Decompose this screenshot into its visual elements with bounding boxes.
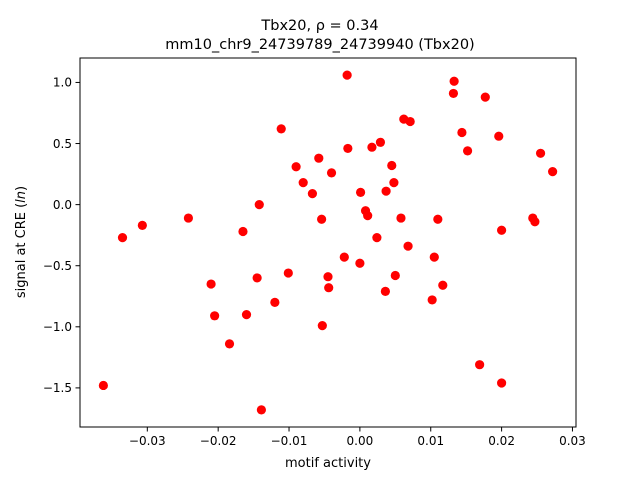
data-point: [241, 309, 252, 320]
data-point: [389, 178, 399, 188]
data-point: [433, 214, 443, 224]
y-tick-label: 0.0: [53, 198, 72, 212]
data-point: [372, 233, 382, 243]
x-tick-label: 0.03: [559, 434, 586, 448]
data-point: [291, 162, 301, 172]
x-tick-label: −0.01: [271, 434, 308, 448]
data-point: [342, 70, 352, 80]
x-tick-label: −0.02: [200, 434, 237, 448]
data-point: [238, 226, 248, 237]
data-point: [317, 214, 327, 224]
plot-frame: [79, 57, 577, 428]
data-point: [405, 116, 415, 127]
chart-title-line1: Tbx20, ρ = 0.34: [260, 18, 378, 34]
x-axis: −0.03 −0.02 −0.01 0.00 0.01 0.02 0.03: [129, 427, 586, 448]
data-point: [438, 280, 448, 290]
data-point: [355, 258, 365, 268]
x-tick-label: −0.03: [129, 434, 166, 448]
data-point: [326, 168, 337, 178]
data-point: [387, 160, 397, 171]
data-point: [403, 241, 413, 251]
data-point: [210, 311, 220, 321]
data-point: [429, 252, 439, 262]
data-point: [390, 270, 400, 281]
y-tick-label: 0.5: [53, 137, 72, 151]
data-point: [396, 213, 406, 223]
y-tick-label: 1.0: [53, 76, 72, 90]
data-point: [276, 124, 286, 134]
data-point: [339, 252, 349, 262]
data-point: [256, 405, 266, 415]
data-point: [497, 225, 507, 235]
data-point: [254, 200, 264, 210]
data-point: [380, 286, 390, 296]
data-point: [457, 127, 467, 138]
x-tick-label: 0.02: [488, 434, 515, 448]
chart-title-line2: mm10_chr9_24739789_24739940 (Tbx20): [165, 37, 474, 53]
data-point: [449, 76, 459, 86]
x-tick-label: 0.01: [417, 434, 444, 448]
data-point: [363, 211, 373, 221]
y-tick-label: −0.5: [43, 259, 72, 273]
y-axis-label: signal at CRE (ln): [14, 186, 29, 298]
data-point: [183, 213, 194, 223]
data-point: [98, 380, 108, 391]
data-point: [343, 143, 353, 154]
data-point: [497, 378, 507, 388]
data-point: [530, 217, 540, 227]
data-point: [270, 297, 280, 307]
data-point: [317, 320, 327, 331]
data-point: [475, 360, 485, 370]
data-point: [535, 148, 546, 158]
data-point: [367, 142, 377, 152]
data-point: [283, 268, 293, 278]
data-point: [448, 88, 459, 99]
data-point: [324, 283, 334, 293]
data-point: [206, 279, 216, 289]
y-tick-label: −1.5: [43, 381, 72, 395]
data-point: [355, 187, 366, 197]
data-point: [480, 92, 490, 102]
data-point: [375, 137, 386, 147]
y-axis: −1.5 −1.0 −0.5 0.0 0.5 1.0: [43, 76, 80, 395]
data-point: [117, 233, 128, 243]
data-point: [494, 131, 504, 141]
data-point: [307, 189, 318, 199]
y-tick-label: −1.0: [43, 320, 72, 334]
data-point: [462, 146, 473, 156]
data-point: [427, 295, 437, 305]
points-layer: [98, 70, 558, 415]
data-point: [314, 153, 324, 163]
data-point: [252, 273, 262, 283]
data-point: [137, 220, 147, 230]
x-tick-label: 0.00: [347, 434, 374, 448]
data-point: [298, 178, 308, 188]
data-point: [224, 339, 235, 349]
data-point: [548, 167, 558, 177]
data-point: [323, 272, 333, 282]
data-point: [381, 186, 391, 196]
x-axis-label: motif activity: [285, 456, 371, 471]
